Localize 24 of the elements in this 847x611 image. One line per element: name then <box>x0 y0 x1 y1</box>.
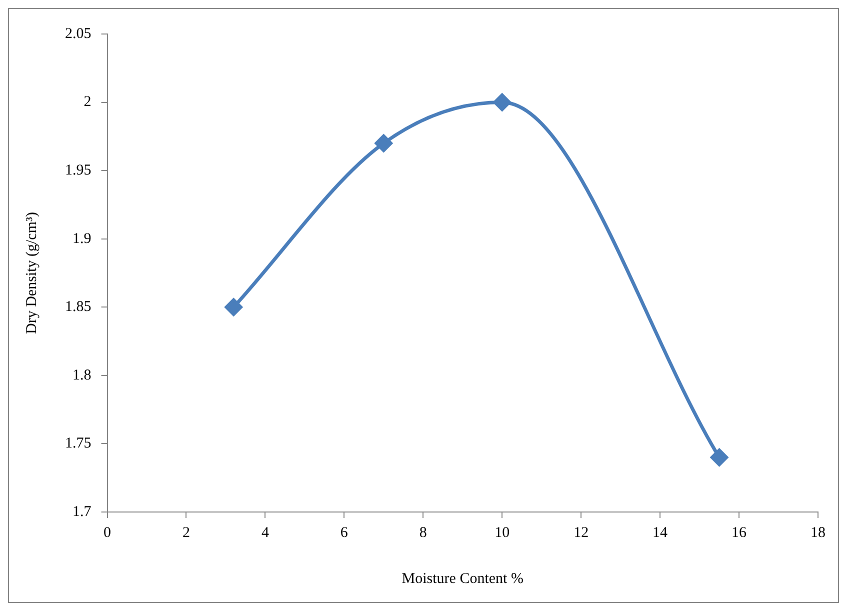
point <box>493 94 511 112</box>
x-tick-label: 0 <box>104 524 111 541</box>
y-tick-label: 1.75 <box>65 436 92 452</box>
x-tick-label: 14 <box>652 524 668 541</box>
y-tick-label: 1.95 <box>65 162 92 179</box>
y-tick-label: 1.85 <box>65 299 92 316</box>
y-axis-title: Dry Density (g/cm³) <box>24 212 40 334</box>
x-tick-label: 18 <box>810 524 826 541</box>
point <box>710 448 728 466</box>
y-tick-label: 2.05 <box>65 26 92 42</box>
x-tick-label: 6 <box>340 524 348 541</box>
y-tick-label: 1.9 <box>72 230 92 247</box>
y-tick-label: 1.7 <box>72 504 92 520</box>
x-axis-title: Moisture Content % <box>402 570 524 587</box>
y-tick-label: 1.8 <box>72 367 92 384</box>
point <box>224 298 242 316</box>
point <box>374 134 392 152</box>
x-tick-label: 10 <box>494 524 510 541</box>
x-tick-label: 8 <box>419 524 427 541</box>
x-tick-label: 2 <box>182 524 190 541</box>
x-tick-label: 16 <box>732 524 748 541</box>
y-tick-label: 2 <box>84 94 92 110</box>
x-tick-label: 12 <box>574 524 589 541</box>
x-tick-label: 4 <box>261 524 270 541</box>
